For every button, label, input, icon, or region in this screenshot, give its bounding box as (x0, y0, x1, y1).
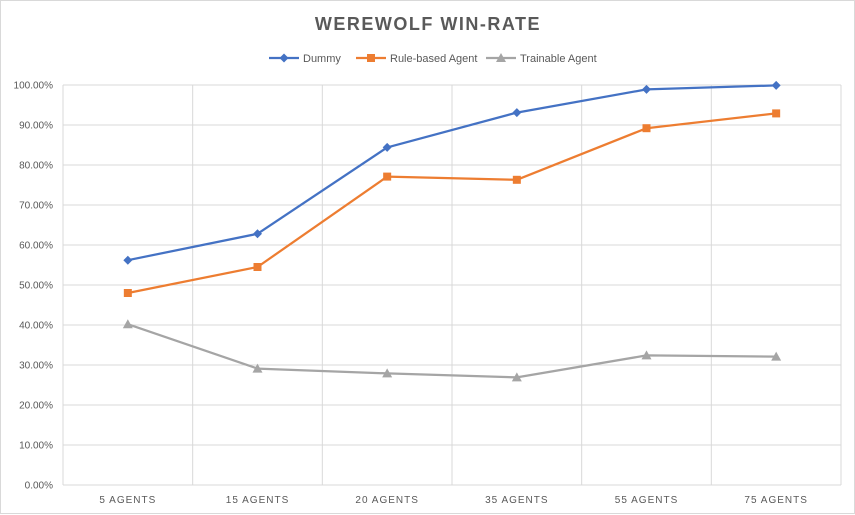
legend-marker (367, 54, 375, 62)
data-point (641, 350, 652, 360)
x-tick-label: 5 AGENTS (99, 495, 156, 506)
legend-label: Trainable Agent (520, 53, 597, 65)
data-point (253, 229, 262, 239)
y-axis-ticks: 0.00% 10.00% 20.00% 30.00% 40.00% 50.00% 60.00… (14, 81, 54, 492)
data-point (123, 255, 133, 265)
legend: Dummy Rule-based Agent Trainable Agent (269, 53, 597, 65)
y-tick-label: 100.00% (14, 81, 54, 92)
legend-marker (279, 53, 289, 63)
y-tick-label: 70.00% (19, 201, 53, 212)
x-tick-label: 55 AGENTS (615, 495, 678, 506)
y-tick-label: 80.00% (19, 161, 53, 172)
data-point (772, 109, 781, 118)
x-axis-ticks: 5 AGENTS 15 AGENTS 20 AGENTS 35 AGENTS 55 AG… (99, 495, 807, 506)
data-point (642, 84, 651, 94)
x-tick-label: 20 AGENTS (355, 495, 418, 506)
data-point (252, 363, 263, 373)
grid-lines (62, 84, 842, 486)
y-tick-label: 40.00% (19, 321, 53, 332)
x-tick-label: 35 AGENTS (485, 495, 548, 506)
data-point (253, 263, 262, 271)
data-point (123, 289, 132, 297)
data-point (511, 372, 522, 382)
x-tick-label: 15 AGENTS (226, 495, 289, 506)
series-line (127, 323, 777, 379)
data-point (771, 351, 782, 361)
series-line (127, 112, 777, 295)
data-point (771, 80, 781, 90)
data-point (122, 319, 133, 329)
legend-item: Trainable Agent (486, 53, 597, 65)
series-rule-based-agent (123, 109, 781, 297)
legend-marker (496, 53, 506, 62)
legend-label: Dummy (303, 53, 341, 65)
legend-label: Rule-based Agent (390, 53, 477, 65)
legend-item: Rule-based Agent (356, 53, 477, 65)
y-tick-label: 0.00% (25, 481, 53, 492)
y-tick-label: 30.00% (19, 361, 53, 372)
series-dummy (123, 80, 781, 265)
series-lines (122, 80, 782, 382)
data-point (512, 108, 522, 118)
legend-item: Dummy (269, 53, 341, 65)
y-tick-label: 60.00% (19, 241, 53, 252)
data-point (382, 142, 392, 152)
data-point (383, 172, 392, 181)
y-tick-label: 50.00% (19, 281, 53, 292)
chart-title: WEREWOLF WIN-RATE (315, 14, 541, 34)
x-tick-label: 75 AGENTS (744, 495, 807, 506)
y-tick-label: 10.00% (19, 441, 53, 452)
series-line (127, 84, 777, 262)
data-point (382, 368, 393, 378)
y-tick-label: 90.00% (19, 121, 53, 132)
series-trainable-agent (122, 319, 782, 382)
data-point (642, 124, 651, 133)
data-point (512, 175, 521, 184)
y-tick-label: 20.00% (19, 401, 53, 412)
